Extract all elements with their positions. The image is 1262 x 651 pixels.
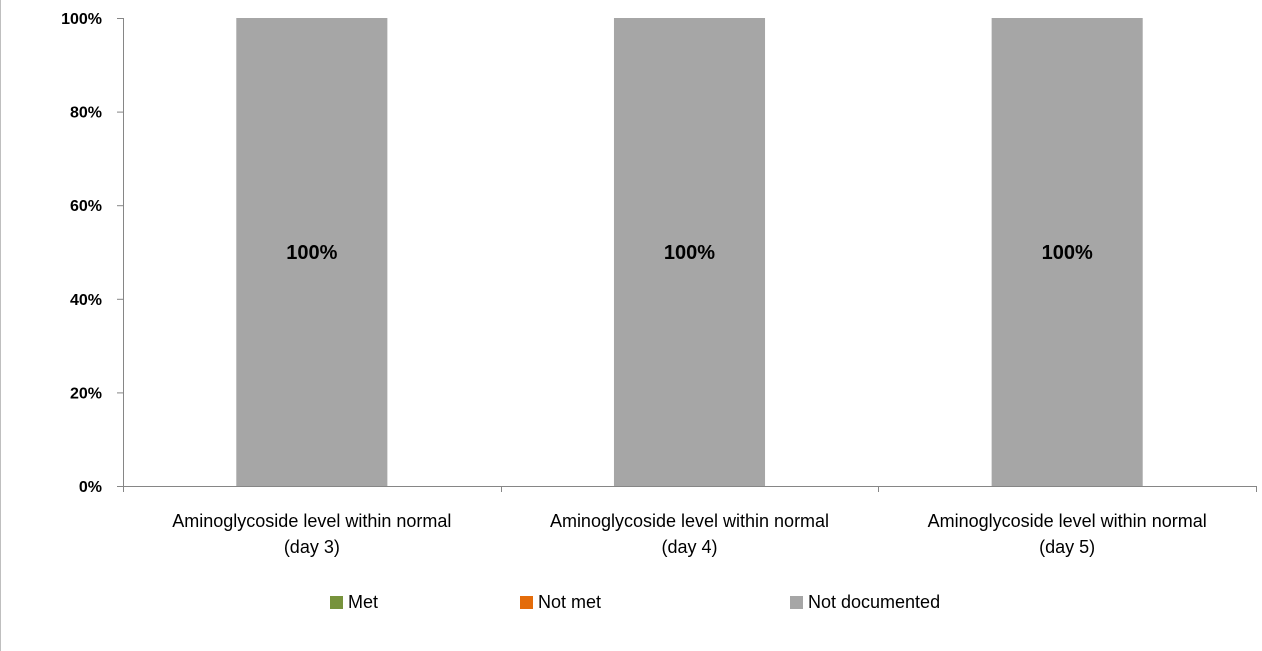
bar-segment (613, 18, 766, 486)
x-axis: Aminoglycoside level within normal (day 3… (123, 486, 1257, 557)
y-tick-label: 80% (70, 105, 102, 122)
x-category-label: Aminoglycoside level within normal (172, 511, 451, 531)
legend-label: Not documented (808, 592, 940, 612)
y-tick-label: 60% (70, 198, 102, 215)
x-category-label: (day 4) (661, 537, 717, 557)
legend-label: Met (348, 592, 378, 612)
x-category-label: (day 3) (284, 537, 340, 557)
y-tick-label: 0% (79, 479, 102, 496)
bar-segment (236, 18, 388, 486)
bar-segment (991, 18, 1143, 486)
legend: Met Not met Not documented (330, 592, 940, 612)
bars (236, 18, 1143, 486)
y-tick-label: 20% (70, 385, 102, 402)
data-label: 100% (1042, 242, 1093, 264)
y-tick-label: 100% (61, 11, 102, 28)
y-axis: 0% 20% 40% 60% 80% 100% (61, 11, 124, 496)
x-category-label: Aminoglycoside level within normal (928, 511, 1207, 531)
x-category-label: Aminoglycoside level within normal (550, 511, 829, 531)
legend-swatch (330, 596, 343, 609)
x-category-label: (day 5) (1039, 537, 1095, 557)
y-tick-label: 40% (70, 292, 102, 309)
legend-label: Not met (538, 592, 601, 612)
legend-swatch (790, 596, 803, 609)
data-labels: 100% 100% 100% (286, 242, 1093, 264)
data-label: 100% (286, 242, 337, 264)
legend-swatch (520, 596, 533, 609)
data-label: 100% (664, 242, 715, 264)
